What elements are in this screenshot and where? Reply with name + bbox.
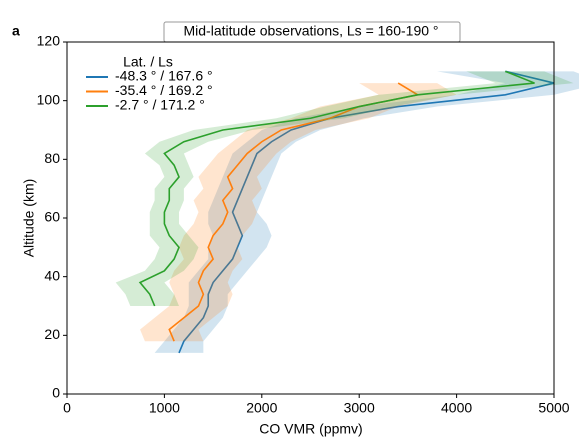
x-tick-label: 5000 (538, 400, 569, 416)
error-band (115, 71, 574, 306)
profile-line (168, 82, 420, 342)
y-tick-label: 0 (52, 385, 60, 401)
chart-title: Mid-latitude observations, Ls = 160-190 … (183, 23, 438, 39)
legend-label: -2.7 ° / 171.2 ° (115, 97, 205, 113)
panel-label: a (12, 23, 20, 39)
y-tick-label: 80 (44, 150, 60, 166)
x-tick-label: 4000 (441, 400, 472, 416)
x-tick-label: 2000 (246, 400, 277, 416)
error-band (140, 83, 457, 342)
x-axis-label: CO VMR (ppmv) (259, 421, 362, 437)
x-tick-label: 1000 (149, 400, 180, 416)
legend: Lat. / Ls -48.3 ° / 167.6 °-35.4 ° / 169… (86, 54, 213, 113)
y-axis-label: Altitude (km) (21, 179, 37, 258)
y-tick-label: 120 (37, 33, 61, 49)
profile-line (138, 70, 535, 307)
x-tick-label: 0 (63, 400, 71, 416)
y-tick-label: 20 (44, 326, 60, 342)
legend-label: -48.3 ° / 167.6 ° (115, 68, 213, 84)
legend-label: -35.4 ° / 169.2 ° (115, 82, 213, 98)
y-tick-label: 60 (44, 209, 60, 225)
legend-title: Lat. / Ls (123, 54, 173, 70)
x-tick-label: 3000 (344, 400, 375, 416)
y-tick-label: 40 (44, 267, 60, 283)
plot-area (115, 70, 579, 354)
y-tick-label: 100 (37, 91, 61, 107)
